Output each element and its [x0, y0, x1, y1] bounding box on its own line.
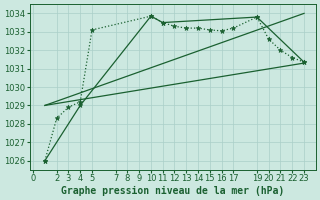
- X-axis label: Graphe pression niveau de la mer (hPa): Graphe pression niveau de la mer (hPa): [61, 186, 284, 196]
